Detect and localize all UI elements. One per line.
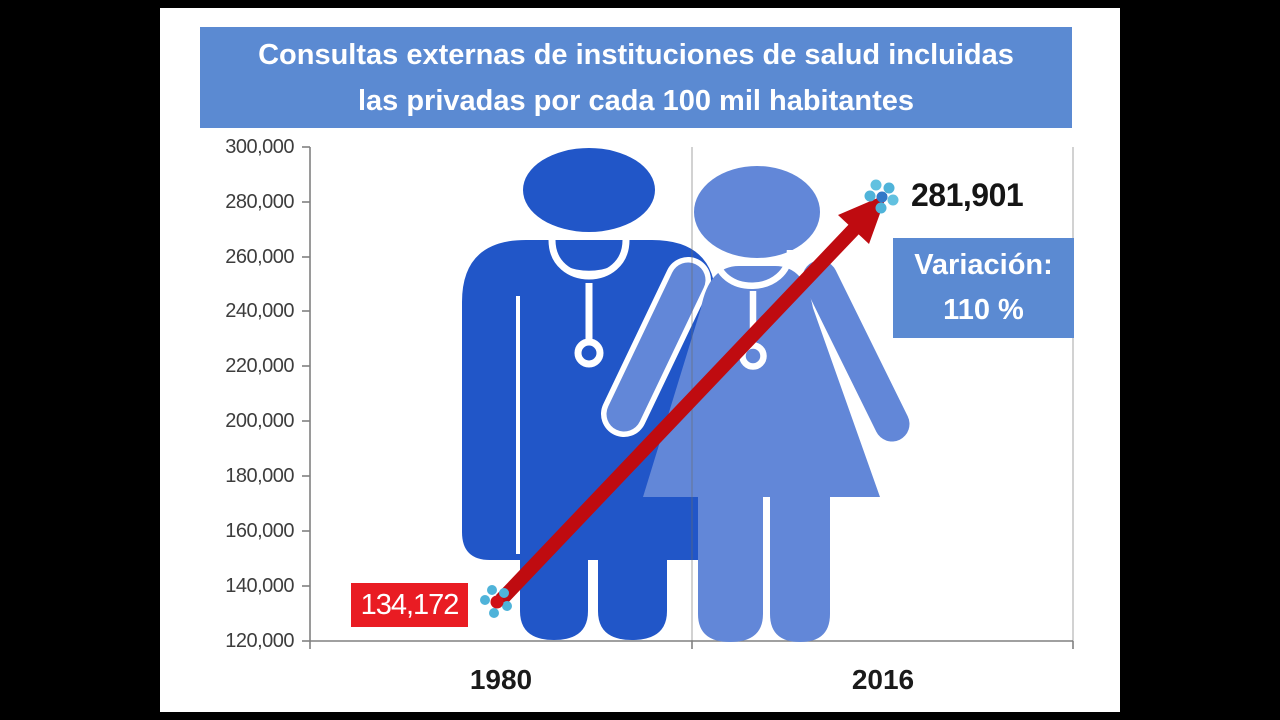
variation-value: 110 % bbox=[943, 294, 1024, 326]
x-axis-label-2016: 2016 bbox=[851, 664, 915, 695]
variation-annotation: Variación: 110 % bbox=[893, 238, 1074, 338]
data-label-1980: 134,172 bbox=[351, 583, 468, 627]
y-axis-tick-label: 180,000 bbox=[225, 465, 294, 487]
y-axis bbox=[302, 146, 311, 642]
chart-title-line-2: las privadas por cada 100 mil habitantes bbox=[357, 85, 915, 117]
y-axis-tick-label: 220,000 bbox=[225, 355, 294, 377]
male-stethoscope-icon bbox=[548, 239, 630, 368]
y-axis-tick-label: 300,000 bbox=[225, 136, 294, 158]
chart-canvas: Consultas externas de instituciones de s… bbox=[160, 8, 1120, 712]
data-point-marker-1980 bbox=[480, 585, 512, 618]
y-axis-tick-label: 200,000 bbox=[225, 410, 294, 432]
x-axis-label-1980: 1980 bbox=[469, 664, 533, 695]
chart-title-line-1: Consultas externas de instituciones de s… bbox=[258, 39, 1014, 71]
chart-title: Consultas externas de instituciones de s… bbox=[200, 27, 1072, 128]
data-point-marker-2016 bbox=[864, 179, 899, 214]
y-axis-tick-label: 280,000 bbox=[225, 191, 294, 213]
y-axis-tick-label: 260,000 bbox=[225, 246, 294, 268]
x-axis bbox=[309, 640, 1074, 649]
y-axis-tick-label: 160,000 bbox=[225, 520, 294, 542]
variation-label: Variación: bbox=[914, 249, 1053, 281]
female-doctor-icon bbox=[601, 166, 915, 642]
y-axis-tick-label: 240,000 bbox=[225, 300, 294, 322]
data-label-2016: 281,901 bbox=[911, 177, 1024, 213]
y-axis-tick-label: 120,000 bbox=[225, 630, 294, 652]
chart-plot-area bbox=[302, 146, 1074, 649]
y-axis-tick-label: 140,000 bbox=[225, 575, 294, 597]
trend-arrow-icon bbox=[495, 194, 887, 605]
